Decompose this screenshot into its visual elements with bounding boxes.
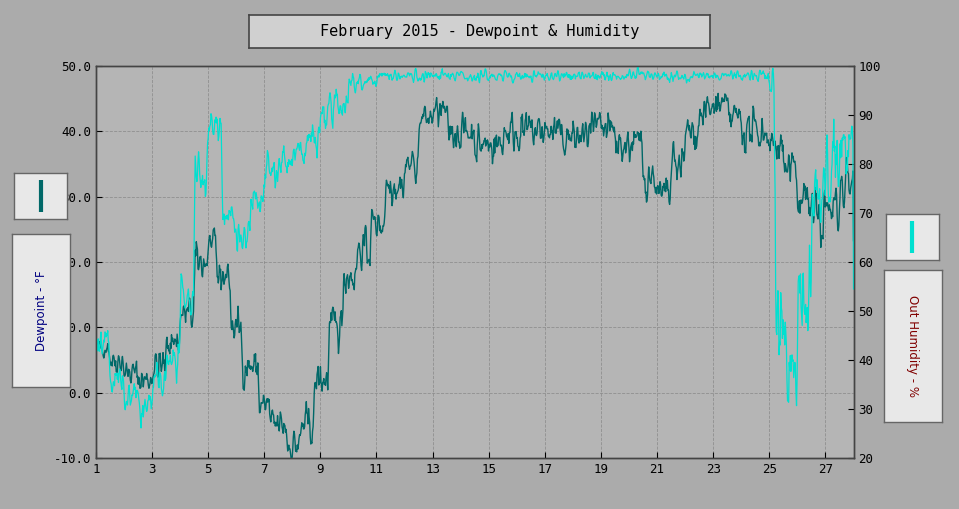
Text: Out Humidity - %: Out Humidity - %	[906, 295, 920, 397]
Text: Dewpoint - °F: Dewpoint - °F	[35, 270, 48, 351]
Text: February 2015 - Dewpoint & Humidity: February 2015 - Dewpoint & Humidity	[319, 24, 640, 39]
